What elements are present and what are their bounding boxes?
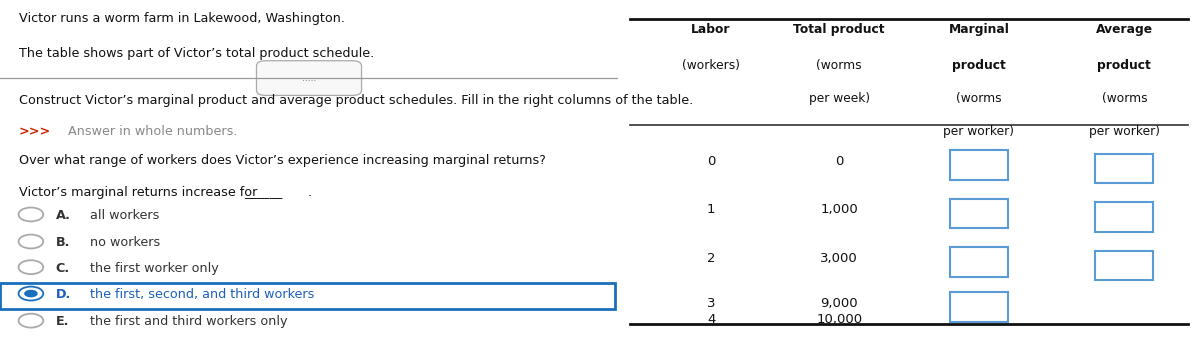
FancyBboxPatch shape <box>1096 154 1153 183</box>
Text: 0: 0 <box>835 155 844 168</box>
Text: Construct Victor’s marginal product and average product schedules. Fill in the r: Construct Victor’s marginal product and … <box>18 94 692 107</box>
Text: (worms: (worms <box>816 59 862 72</box>
Text: 1,000: 1,000 <box>821 203 858 217</box>
Text: The table shows part of Victor’s total product schedule.: The table shows part of Victor’s total p… <box>18 47 373 60</box>
Text: E.: E. <box>55 315 68 328</box>
Text: Victor’s marginal returns increase for: Victor’s marginal returns increase for <box>18 186 260 198</box>
Text: >>>: >>> <box>18 125 50 138</box>
Text: the first, second, and third workers: the first, second, and third workers <box>90 288 314 301</box>
Circle shape <box>18 260 43 274</box>
FancyBboxPatch shape <box>1096 251 1153 280</box>
Text: 9,000: 9,000 <box>821 297 858 310</box>
Text: (workers): (workers) <box>682 59 740 72</box>
Text: 3: 3 <box>707 297 715 310</box>
Text: ______: ______ <box>244 186 282 198</box>
Text: the first and third workers only: the first and third workers only <box>90 315 287 328</box>
Text: .: . <box>307 186 311 198</box>
Circle shape <box>18 314 43 328</box>
FancyBboxPatch shape <box>1096 202 1153 232</box>
Text: 4: 4 <box>707 313 715 326</box>
Circle shape <box>18 287 43 301</box>
Circle shape <box>18 235 43 248</box>
Text: the first worker only: the first worker only <box>90 262 218 274</box>
Text: no workers: no workers <box>90 236 160 249</box>
FancyBboxPatch shape <box>949 247 1008 277</box>
Text: (worms: (worms <box>1102 92 1147 105</box>
Text: product: product <box>952 59 1006 72</box>
Text: Labor: Labor <box>691 23 731 35</box>
Text: per worker): per worker) <box>1088 125 1160 138</box>
Text: 2: 2 <box>707 252 715 265</box>
Text: per week): per week) <box>809 92 870 105</box>
Text: D.: D. <box>55 288 71 301</box>
Text: Answer in whole numbers.: Answer in whole numbers. <box>64 125 238 138</box>
Text: B.: B. <box>55 236 70 249</box>
Text: per worker): per worker) <box>943 125 1014 138</box>
Text: (worms: (worms <box>956 92 1002 105</box>
Text: A.: A. <box>55 209 71 222</box>
FancyBboxPatch shape <box>949 150 1008 180</box>
FancyBboxPatch shape <box>257 61 361 95</box>
FancyBboxPatch shape <box>949 198 1008 228</box>
Text: all workers: all workers <box>90 209 158 222</box>
Text: Marginal: Marginal <box>948 23 1009 35</box>
Text: .....: ..... <box>302 74 316 83</box>
Text: Average: Average <box>1096 23 1153 35</box>
Text: 10,000: 10,000 <box>816 313 863 326</box>
Text: product: product <box>1098 59 1151 72</box>
Text: 3,000: 3,000 <box>821 252 858 265</box>
Text: Over what range of workers does Victor’s experience increasing marginal returns?: Over what range of workers does Victor’s… <box>18 154 546 167</box>
Text: 0: 0 <box>707 155 715 168</box>
FancyBboxPatch shape <box>0 283 614 309</box>
Text: 1: 1 <box>707 203 715 217</box>
FancyBboxPatch shape <box>949 292 1008 322</box>
Text: C.: C. <box>55 262 70 274</box>
Circle shape <box>24 290 37 297</box>
Text: Total product: Total product <box>793 23 884 35</box>
Text: Victor runs a worm farm in Lakewood, Washington.: Victor runs a worm farm in Lakewood, Was… <box>18 12 344 25</box>
Circle shape <box>18 208 43 221</box>
